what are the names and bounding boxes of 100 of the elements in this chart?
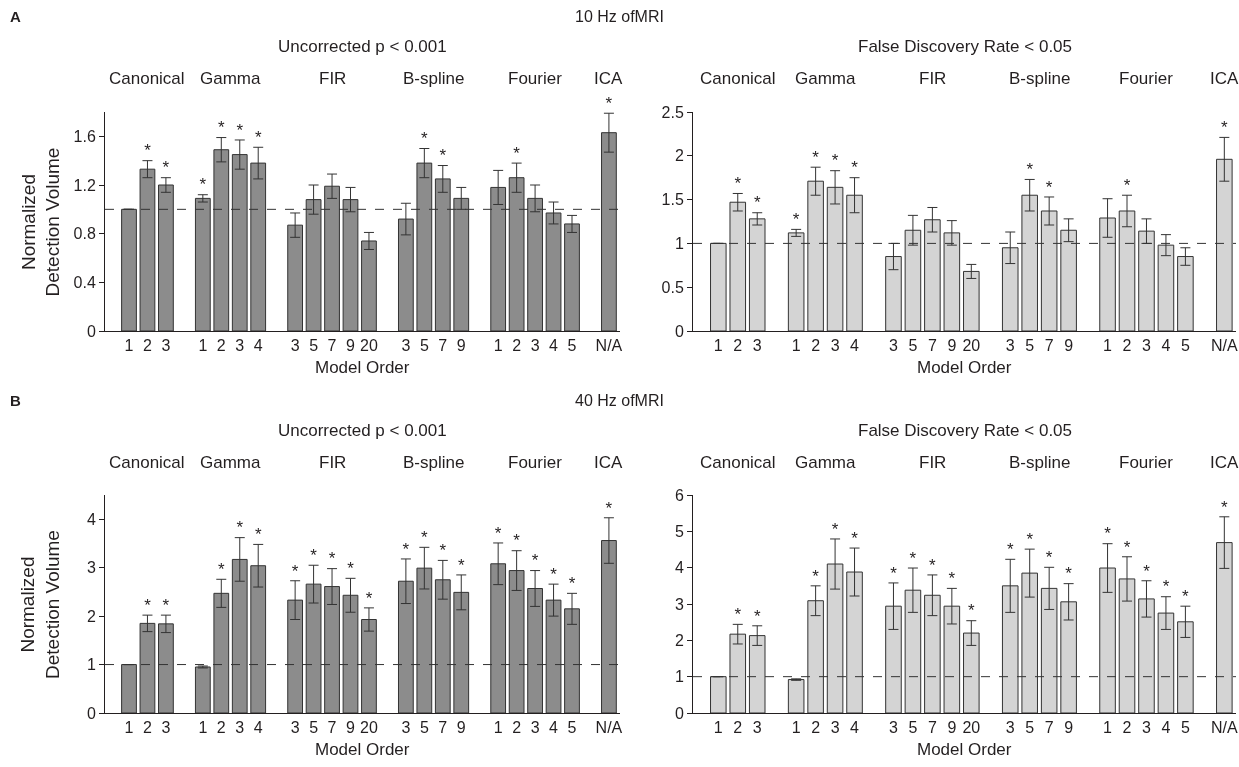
data-label: * [812, 566, 820, 586]
x-tick-label: 4 [253, 337, 263, 355]
x-tick-label: 2 [143, 337, 153, 355]
text: Canonical [700, 453, 776, 472]
text: B-spline [403, 453, 465, 472]
x-tick-label: 3 [530, 337, 540, 355]
data-label: * [494, 523, 502, 543]
x-tick-label: 5 [567, 719, 577, 737]
y-tick-label: 0.4 [73, 273, 96, 291]
y-tick-label: 1 [674, 668, 684, 686]
text: B-spline [1009, 69, 1071, 88]
x-tick-label: 5 [309, 719, 319, 737]
chart-title: Uncorrected p < 0.001 [278, 421, 447, 440]
x-tick-label: 1 [1103, 719, 1113, 737]
x-tick-label: 5 [1025, 337, 1035, 355]
text: FIR [319, 69, 347, 88]
x-tick-label: 7 [327, 337, 337, 355]
x-tick-label: 2 [1122, 719, 1132, 737]
x-tick-label: 4 [253, 719, 263, 737]
text: Fourier [1119, 69, 1174, 88]
x-tick-label: 2 [512, 337, 522, 355]
data-label: * [812, 147, 820, 167]
x-tick-label: 1 [493, 337, 503, 355]
text: B [10, 392, 21, 409]
x-tick-label: N/A [1210, 719, 1238, 737]
data-label: * [1006, 540, 1014, 560]
y-tick-label: 0.8 [73, 225, 96, 243]
data-label: * [968, 601, 975, 621]
x-tick-label: 2 [811, 719, 821, 737]
x-tick-label: 1 [198, 719, 208, 737]
x-axis-title: Model Order [917, 358, 1012, 377]
data-label: * [1143, 561, 1151, 581]
data-label: * [254, 525, 262, 545]
x-tick-label: N/A [595, 337, 623, 355]
data-label: * [217, 118, 225, 138]
y-tick-label: 3 [86, 559, 96, 577]
text: FIR [919, 453, 947, 472]
data-label: * [1123, 537, 1131, 557]
data-label: * [831, 519, 839, 539]
x-tick-label: 5 [908, 337, 918, 355]
x-tick-label: 3 [752, 719, 762, 737]
x-tick-label: 1 [198, 337, 208, 355]
data-label: * [291, 561, 299, 581]
x-tick-label: 1 [713, 719, 723, 737]
x-tick-label: 2 [512, 719, 522, 737]
data-label: * [1221, 118, 1229, 138]
x-tick-label: 20 [360, 337, 378, 355]
x-tick-label: 2 [143, 719, 153, 737]
data-label: * [254, 128, 262, 148]
x-tick-label: 3 [830, 719, 840, 737]
data-label: * [568, 574, 576, 594]
x-tick-label: 2 [733, 337, 743, 355]
x-tick-label: 9 [346, 719, 356, 737]
x-tick-label: 20 [962, 719, 981, 737]
y-tick-label: 1.2 [73, 176, 96, 194]
y-axis-title: Normalized Detection Volume [17, 530, 63, 679]
x-tick-label: 3 [290, 337, 300, 355]
data-label: * [421, 528, 429, 548]
data-label: * [851, 528, 859, 548]
text: Fourier [508, 453, 563, 472]
y-tick-label: 0 [674, 704, 684, 722]
x-tick-label: 3 [1142, 337, 1152, 355]
x-tick-label: 3 [1142, 719, 1152, 737]
data-label: * [1045, 548, 1053, 568]
x-tick-label: 1 [493, 719, 503, 737]
data-label: * [1026, 160, 1034, 180]
data-label: * [421, 129, 429, 149]
chart-title: False Discovery Rate < 0.05 [858, 37, 1073, 56]
x-tick-label: 1 [791, 719, 801, 737]
x-tick-label: 3 [161, 719, 171, 737]
y-tick-label: 1.5 [661, 191, 684, 209]
y-tick-label: 6 [674, 486, 684, 504]
text: Canonical [700, 69, 776, 88]
x-tick-label: 1 [1103, 337, 1113, 355]
data-label: * [1104, 524, 1112, 544]
y-tick-label: 2 [86, 607, 96, 625]
text: 40 Hz ofMRI [575, 392, 664, 409]
data-label: * [439, 146, 447, 166]
x-tick-label: 4 [1161, 719, 1171, 737]
y-tick-label: 4 [86, 510, 96, 528]
data-label: * [1182, 586, 1190, 606]
text: Fourier [1119, 453, 1174, 472]
data-label: * [753, 193, 761, 213]
data-label: * [457, 555, 465, 575]
data-label: * [890, 563, 898, 583]
x-tick-label: 7 [927, 337, 937, 355]
x-tick-label: 1 [124, 337, 134, 355]
data-label: * [1123, 175, 1131, 195]
y-tick-label: 1.6 [73, 127, 96, 145]
x-axis-title: Model Order [917, 740, 1012, 759]
x-tick-label: 9 [456, 719, 466, 737]
y-tick-label: 5 [674, 522, 684, 540]
x-tick-label: 4 [850, 337, 860, 355]
data-label: * [605, 498, 613, 518]
data-label: * [851, 158, 859, 178]
x-tick-label: 7 [1044, 719, 1054, 737]
x-tick-label: 5 [419, 719, 429, 737]
data-label: * [328, 549, 336, 569]
data-label: * [439, 541, 447, 561]
x-tick-label: 2 [811, 337, 821, 355]
